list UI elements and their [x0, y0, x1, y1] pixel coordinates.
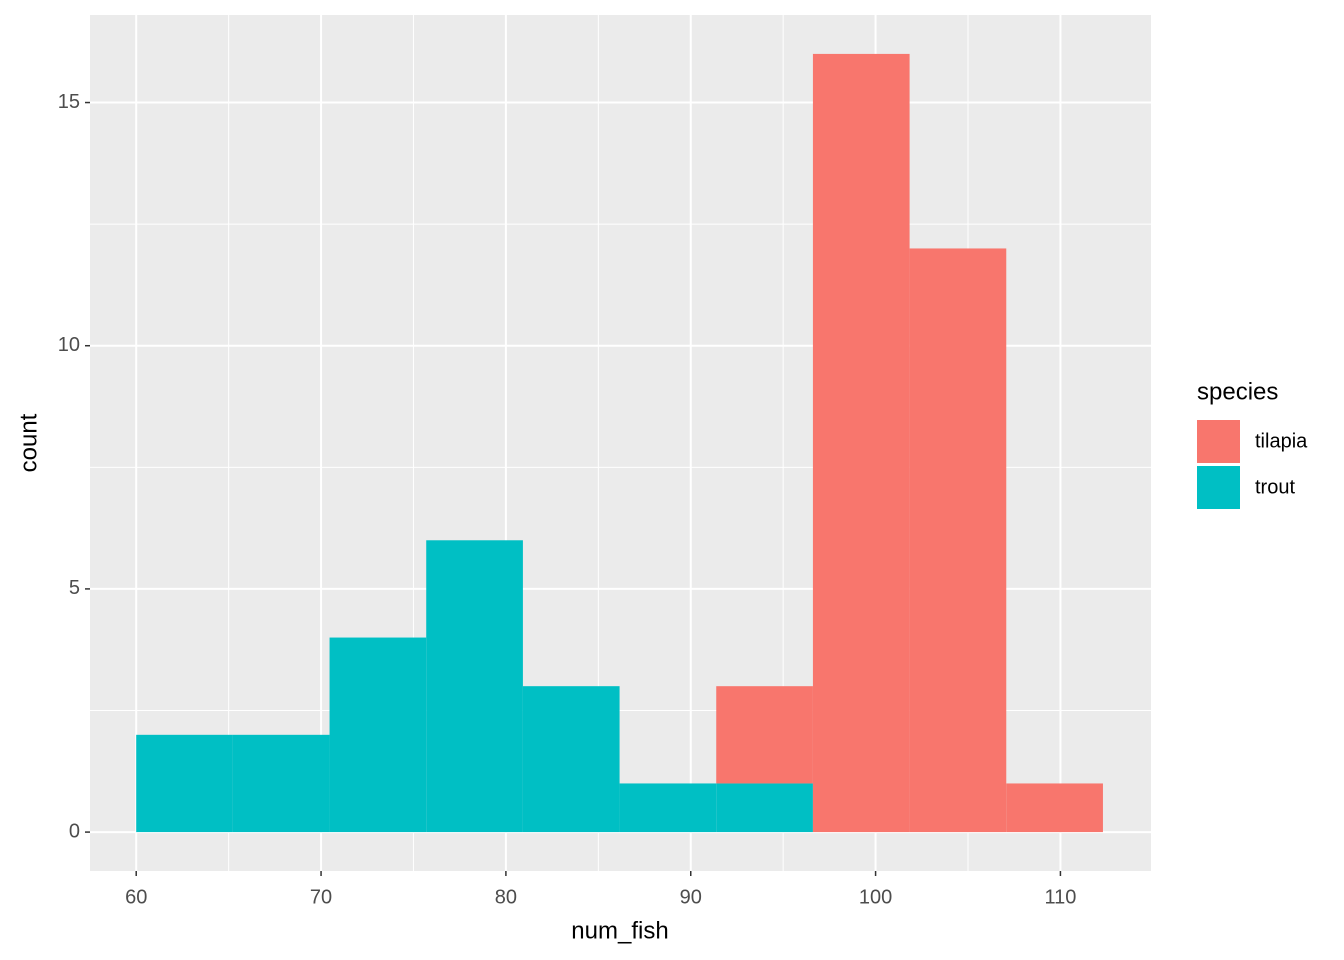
x-tick-label: 110: [1044, 886, 1076, 908]
x-tick-label: 90: [680, 886, 702, 908]
y-tick-label: 15: [58, 91, 80, 113]
bar: [232, 734, 330, 833]
bar: [136, 734, 233, 833]
legend-title: species: [1197, 378, 1278, 405]
bar: [619, 783, 717, 833]
bar: [812, 53, 910, 833]
x-tick-label: 60: [125, 886, 147, 908]
y-axis-title: count: [15, 413, 42, 472]
legend-key: [1197, 420, 1240, 463]
x-tick-label: 80: [495, 886, 517, 908]
y-tick-label: 10: [58, 334, 80, 356]
legend-label: trout: [1255, 476, 1295, 498]
y-tick-label: 0: [69, 820, 80, 842]
bars: [136, 53, 1103, 833]
bar: [426, 540, 523, 833]
x-axis-title: num_fish: [571, 917, 668, 944]
axes: 0 5 10 15 60 70 80 90 100 110: [58, 91, 1077, 908]
legend-key: [1197, 466, 1240, 509]
bar: [1006, 783, 1103, 833]
y-tick-label: 5: [69, 577, 80, 599]
bar: [716, 686, 813, 784]
bar: [329, 637, 427, 833]
bar: [522, 686, 620, 833]
legend-label: tilapia: [1255, 430, 1308, 452]
x-tick-label: 70: [310, 886, 332, 908]
bar: [909, 248, 1007, 833]
x-tick-label: 100: [859, 886, 892, 908]
legend: species tilapia trout: [1197, 378, 1308, 509]
bar: [716, 783, 813, 833]
